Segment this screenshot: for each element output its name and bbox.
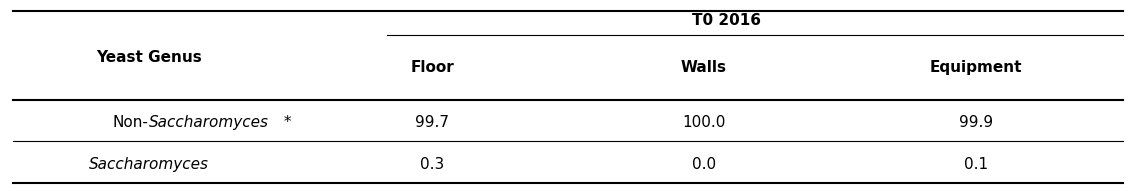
- Text: 0.1: 0.1: [964, 157, 988, 172]
- Text: Yeast Genus: Yeast Genus: [95, 50, 201, 65]
- Text: Saccharomyces: Saccharomyces: [149, 115, 269, 130]
- Text: Saccharomyces: Saccharomyces: [89, 157, 209, 172]
- Text: 100.0: 100.0: [683, 115, 726, 130]
- Text: Walls: Walls: [680, 60, 727, 75]
- Text: 99.9: 99.9: [959, 115, 993, 130]
- Text: 0.0: 0.0: [692, 157, 716, 172]
- Text: 99.7: 99.7: [415, 115, 449, 130]
- Text: Equipment: Equipment: [929, 60, 1022, 75]
- Text: *: *: [279, 115, 292, 130]
- Text: 0.3: 0.3: [420, 157, 444, 172]
- Text: Floor: Floor: [410, 60, 454, 75]
- Text: Non-: Non-: [112, 115, 149, 130]
- Text: T0 2016: T0 2016: [692, 13, 761, 28]
